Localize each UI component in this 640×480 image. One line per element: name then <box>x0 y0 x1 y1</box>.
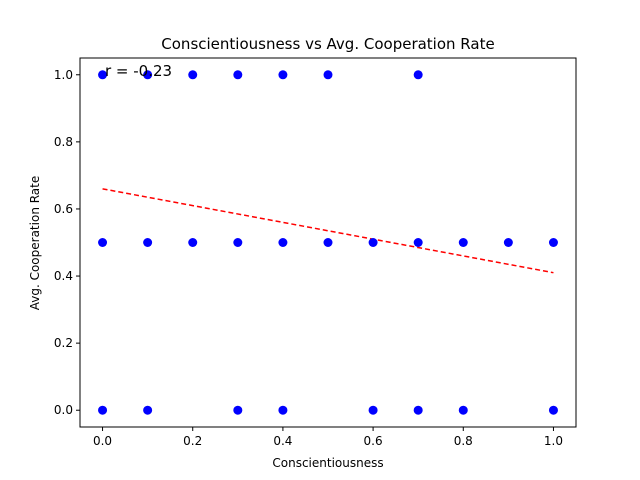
x-tick-label: 0.8 <box>454 434 473 448</box>
y-axis-ticks: 0.0 0.2 0.4 0.6 0.8 1.0 <box>54 68 80 417</box>
data-point <box>323 70 333 80</box>
y-tick-label: 0.8 <box>54 135 73 149</box>
y-tick-label: 0.2 <box>54 336 73 350</box>
data-point <box>143 405 153 415</box>
data-point <box>278 70 288 80</box>
trend-line <box>102 188 554 274</box>
data-point <box>98 238 108 247</box>
data-point <box>458 405 468 415</box>
data-point <box>233 238 243 247</box>
data-points <box>98 70 558 415</box>
data-point <box>98 405 108 415</box>
data-point <box>413 70 423 80</box>
data-point <box>143 238 153 247</box>
data-point <box>413 238 423 247</box>
data-point <box>548 405 558 415</box>
x-tick-label: 1.0 <box>544 434 563 448</box>
data-point <box>233 70 243 80</box>
data-point <box>503 238 513 247</box>
data-point <box>368 238 378 247</box>
x-tick-label: 0.0 <box>93 434 112 448</box>
y-tick-label: 0.4 <box>54 269 73 283</box>
x-tick-label: 0.4 <box>273 434 292 448</box>
data-point <box>143 70 153 80</box>
chart-title: Conscientiousness vs Avg. Cooperation Ra… <box>161 35 494 53</box>
data-point <box>368 405 378 415</box>
y-tick-label: 0.0 <box>54 403 73 417</box>
x-axis-ticks: 0.0 0.2 0.4 0.6 0.8 1.0 <box>93 427 563 448</box>
data-point <box>278 238 288 247</box>
x-tick-label: 0.6 <box>364 434 383 448</box>
trend-line-group <box>102 188 554 274</box>
data-point <box>323 238 333 247</box>
data-point <box>98 70 108 80</box>
y-axis-label: Avg. Cooperation Rate <box>28 176 42 311</box>
y-tick-label: 0.6 <box>54 202 73 216</box>
data-point <box>278 405 288 415</box>
data-point <box>458 238 468 247</box>
data-point <box>188 70 198 80</box>
plot-frame <box>79 57 577 428</box>
data-point <box>548 238 558 247</box>
x-tick-label: 0.2 <box>183 434 202 448</box>
data-point <box>233 405 243 415</box>
x-axis-label: Conscientiousness <box>272 456 383 470</box>
y-tick-label: 1.0 <box>54 68 73 82</box>
data-point <box>188 238 198 247</box>
data-point <box>413 405 423 415</box>
correlation-annotation: r = -0.23 <box>105 62 172 80</box>
